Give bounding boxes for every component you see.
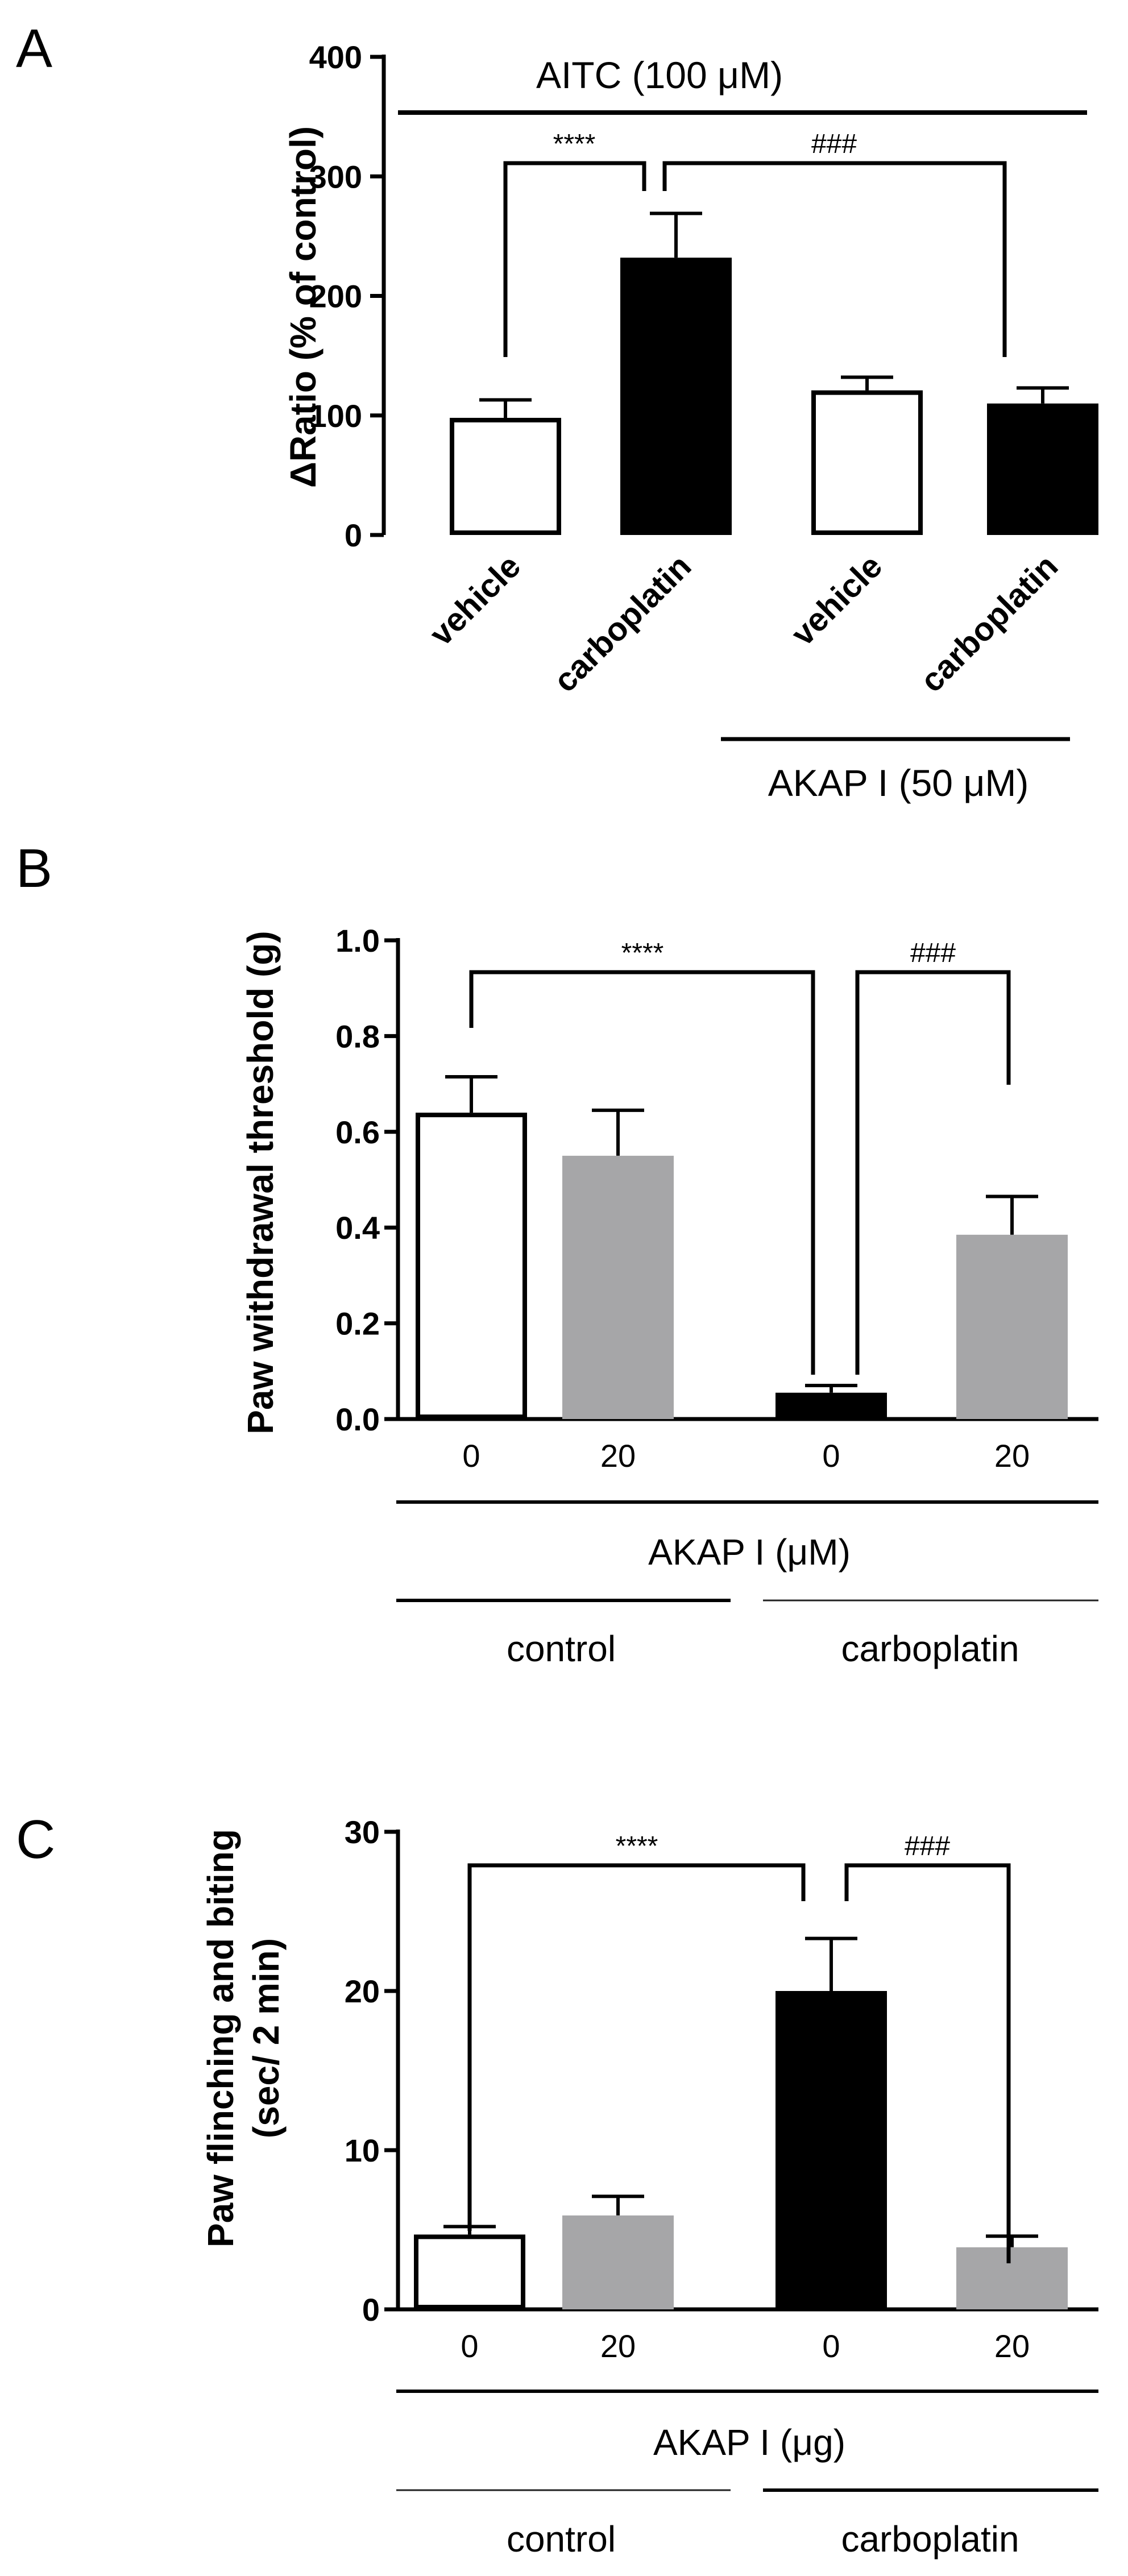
panel-a-y-tick-label: 100 bbox=[309, 398, 362, 434]
significance-bracket bbox=[855, 970, 1011, 1375]
panel-b-y-tick-label: 0.8 bbox=[335, 1018, 380, 1054]
bar bbox=[956, 1234, 1068, 1419]
panel-c-y-tick-labels: 0 10 20 30 bbox=[345, 1814, 380, 2328]
panel-c-y-tick-label: 10 bbox=[345, 2133, 380, 2168]
panel-a-y-tick-label: 300 bbox=[309, 159, 362, 194]
panel-a-label: A bbox=[16, 18, 52, 79]
panel-c-category-label: 20 bbox=[600, 2328, 636, 2364]
panel-c-x-axis-label: AKAP I (μg) bbox=[653, 2422, 845, 2463]
panel-c-category-label: 0 bbox=[461, 2328, 478, 2364]
panel-c-category-label: 20 bbox=[994, 2328, 1030, 2364]
panel-c-y-tick-label: 0 bbox=[362, 2292, 380, 2328]
panel-c-y-axis-label-line1: Paw flinching and biting bbox=[200, 1829, 241, 2247]
significance-bracket bbox=[503, 161, 646, 357]
panel-b-category-label: 20 bbox=[994, 1438, 1030, 1474]
bar bbox=[414, 2234, 525, 2309]
panel-a-y-tick-labels: 0 100 200 300 400 bbox=[309, 39, 362, 553]
significance-bracket bbox=[467, 1863, 806, 2231]
panel-b-y-tick-labels: 0.0 0.2 0.4 0.6 0.8 1.0 bbox=[335, 923, 380, 1437]
bar bbox=[620, 258, 732, 535]
panel-a-category-labels: vehicle carboplatin vehicle carboplatin bbox=[422, 547, 1065, 699]
significance-bracket bbox=[469, 970, 815, 1375]
panel-b-y-tick-label: 1.0 bbox=[335, 923, 380, 959]
bar bbox=[811, 390, 923, 535]
panel-a-y-tick-label: 0 bbox=[345, 517, 362, 553]
panel-a-condition-label: AITC (100 μM) bbox=[536, 54, 783, 96]
panel-b-category-label: 0 bbox=[462, 1438, 480, 1474]
significance-label: **** bbox=[621, 938, 664, 968]
bar bbox=[776, 1392, 887, 1419]
panel-c-bars bbox=[414, 1936, 1068, 2309]
panel-b-y-ticks bbox=[384, 938, 398, 1421]
panel-c-y-tick-label: 20 bbox=[345, 1973, 380, 2009]
panel-b-y-axis-label: Paw withdrawal threshold (g) bbox=[240, 931, 281, 1434]
bar bbox=[562, 1155, 674, 1419]
panel-a-category-label: carboplatin bbox=[913, 547, 1065, 699]
significance-bracket bbox=[844, 1863, 1011, 2263]
panel-c-y-axis-label-line2: (sec/ 2 min) bbox=[246, 1938, 287, 2138]
panel-a-y-tick-label: 200 bbox=[309, 279, 362, 314]
panel-c-category-labels: 0 20 0 20 bbox=[461, 2328, 1030, 2364]
panel-b-y-tick-label: 0.6 bbox=[335, 1114, 380, 1150]
panel-a-significance: **** ### bbox=[503, 129, 1007, 357]
panel-a-category-label: carboplatin bbox=[546, 547, 698, 699]
panel-a: A AITC (100 μM) ΔRatio (% of control) 0 … bbox=[16, 18, 1098, 804]
bar bbox=[450, 417, 561, 536]
panel-c-y-tick-label: 30 bbox=[345, 1814, 380, 1850]
panel-c-group-label-control: control bbox=[507, 2519, 616, 2560]
panel-b-y-tick-label: 0.2 bbox=[335, 1306, 380, 1342]
panel-b-category-label: 20 bbox=[600, 1438, 636, 1474]
panel-a-y-axis-label: ΔRatio (% of control) bbox=[283, 126, 324, 488]
panel-a-y-tick-label: 400 bbox=[309, 39, 362, 75]
significance-label: **** bbox=[553, 129, 596, 159]
panel-b-x-axis-label: AKAP I (μM) bbox=[648, 1532, 851, 1573]
panel-b-y-tick-label: 0.4 bbox=[335, 1210, 380, 1246]
panel-a-category-label: vehicle bbox=[422, 547, 528, 653]
bar bbox=[416, 1113, 527, 1419]
significance-label: ### bbox=[811, 129, 857, 159]
significance-label: **** bbox=[616, 1831, 658, 1861]
panel-a-category-label: vehicle bbox=[784, 547, 889, 653]
panel-a-bars bbox=[450, 211, 1098, 536]
panel-b-y-tick-label: 0.0 bbox=[335, 1401, 380, 1437]
panel-b-category-labels: 0 20 0 20 bbox=[462, 1438, 1030, 1474]
bar bbox=[562, 2215, 674, 2309]
panel-a-group-label: AKAP I (50 μM) bbox=[768, 762, 1029, 804]
panel-b-significance: **** ### bbox=[469, 938, 1011, 1375]
panel-c-group-label-carboplatin: carboplatin bbox=[841, 2519, 1019, 2560]
significance-bracket bbox=[662, 161, 1007, 357]
panel-c: C Paw flinching and biting (sec/ 2 min) … bbox=[16, 1809, 1098, 2560]
bar bbox=[987, 403, 1098, 535]
panel-c-label: C bbox=[16, 1809, 55, 1870]
panel-b-bars bbox=[416, 1075, 1068, 1419]
panel-a-y-ticks bbox=[370, 55, 384, 537]
panel-b: B Paw withdrawal threshold (g) 0.0 0.2 0… bbox=[16, 838, 1098, 1669]
significance-label: ### bbox=[905, 1831, 950, 1861]
bar bbox=[956, 2247, 1068, 2309]
panel-c-significance: **** ### bbox=[467, 1831, 1011, 2263]
significance-label: ### bbox=[910, 938, 956, 968]
panel-b-group-label-carboplatin: carboplatin bbox=[841, 1628, 1019, 1669]
panel-c-y-ticks bbox=[384, 1830, 398, 2312]
panel-b-category-label: 0 bbox=[822, 1438, 840, 1474]
panel-b-label: B bbox=[16, 838, 52, 899]
panel-c-category-label: 0 bbox=[822, 2328, 840, 2364]
bar bbox=[776, 1991, 887, 2309]
panel-b-group-label-control: control bbox=[507, 1628, 616, 1669]
